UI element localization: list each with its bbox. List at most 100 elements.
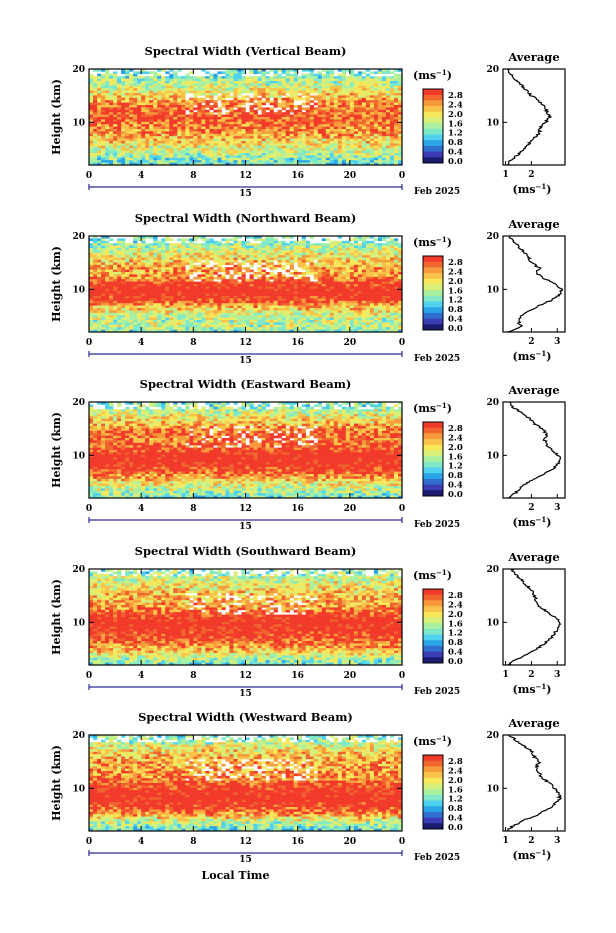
heatmap-cell — [113, 115, 117, 118]
heatmap-cell — [157, 110, 161, 113]
heatmap-cell — [330, 139, 334, 142]
heatmap-cell — [310, 127, 314, 130]
heatmap-cell — [229, 127, 233, 130]
heatmap-cell — [298, 158, 302, 161]
heatmap-cell — [278, 124, 282, 127]
heatmap-cell — [362, 86, 366, 89]
heatmap-cell — [129, 148, 133, 151]
heatmap-cell — [390, 110, 394, 113]
heatmap-cell — [241, 279, 245, 282]
heatmap-cell — [314, 262, 318, 265]
heatmap-cell — [334, 253, 338, 256]
heatmap-cell — [262, 93, 266, 96]
heatmap-cell — [286, 76, 290, 79]
heatmap-cell — [213, 286, 217, 289]
heatmap-cell — [310, 112, 314, 115]
heatmap-cell — [189, 155, 193, 158]
heatmap-cell — [382, 258, 386, 261]
heatmap-cell — [189, 294, 193, 297]
heatmap-cell — [294, 122, 298, 125]
heatmap-cell — [149, 298, 153, 301]
heatmap-cell — [246, 124, 250, 127]
heatmap-cell — [141, 98, 145, 101]
heatmap-cell — [378, 124, 382, 127]
heatmap-cell — [229, 267, 233, 270]
heatmap-cell — [217, 91, 221, 94]
heatmap-cell — [93, 134, 97, 137]
heatmap-cell — [278, 95, 282, 98]
heatmap-cell — [241, 112, 245, 115]
heatmap-cell — [366, 286, 370, 289]
heatmap-cell — [145, 274, 149, 277]
heatmap-cell — [221, 153, 225, 156]
heatmap-cell — [306, 151, 310, 154]
heatmap-cell — [205, 119, 209, 122]
heatmap-cell — [189, 248, 193, 251]
heatmap-cell — [294, 260, 298, 263]
heatmap-cell — [181, 270, 185, 273]
heatmap-cell — [302, 160, 306, 163]
heatmap-cell — [129, 255, 133, 258]
heatmap-cell — [137, 88, 141, 91]
heatmap-cell — [262, 115, 266, 118]
heatmap-cell — [169, 284, 173, 287]
heatmap-cell — [274, 136, 278, 139]
heatmap-cell — [318, 160, 322, 163]
heatmap-cell — [141, 131, 145, 134]
heatmap-cell — [338, 258, 342, 261]
heatmap-cell — [149, 105, 153, 108]
heatmap-cell — [205, 143, 209, 146]
heatmap-cell — [358, 286, 362, 289]
heatmap-cell — [129, 151, 133, 154]
heatmap-cell — [193, 86, 197, 89]
heatmap-cell — [201, 76, 205, 79]
heatmap-cell — [274, 88, 278, 91]
heatmap-cell — [221, 267, 225, 270]
heatmap-cell — [109, 272, 113, 275]
heatmap-cell — [278, 122, 282, 125]
heatmap-cell — [370, 248, 374, 251]
heatmap-cell — [326, 250, 330, 253]
heatmap-cell — [125, 289, 129, 292]
heatmap-cell — [382, 91, 386, 94]
heatmap-cell — [109, 134, 113, 137]
heatmap-cell — [93, 301, 97, 304]
heatmap-cell — [117, 155, 121, 158]
heatmap-cell — [302, 124, 306, 127]
heatmap-cell — [382, 291, 386, 294]
heatmap-cell — [250, 301, 254, 304]
heatmap-cell — [302, 260, 306, 263]
heatmap-cell — [342, 129, 346, 132]
heatmap-cell — [121, 98, 125, 101]
heatmap-cell — [233, 134, 237, 137]
heatmap-cell — [346, 103, 350, 106]
heatmap-cell — [338, 286, 342, 289]
heatmap-cell — [233, 112, 237, 115]
heatmap-cell — [161, 79, 165, 82]
heatmap-cell — [318, 255, 322, 258]
heatmap-cell — [233, 253, 237, 256]
heatmap-cell — [334, 160, 338, 163]
heatmap-cell — [101, 246, 105, 249]
heatmap-cell — [318, 124, 322, 127]
heatmap-cell — [177, 76, 181, 79]
heatmap-cell — [169, 79, 173, 82]
heatmap-cell — [133, 127, 137, 130]
heatmap-cell — [318, 265, 322, 268]
heatmap-cell — [294, 291, 298, 294]
heatmap-cell — [209, 117, 213, 120]
heatmap-cell — [149, 155, 153, 158]
heatmap-cell — [101, 134, 105, 137]
heatmap-cell — [250, 246, 254, 249]
heatmap-cell — [121, 291, 125, 294]
heatmap-cell — [314, 115, 318, 118]
heatmap-cell — [290, 301, 294, 304]
heatmap-cell — [262, 274, 266, 277]
heatmap-cell — [294, 298, 298, 301]
heatmap-cell — [157, 105, 161, 108]
heatmap-cell — [105, 146, 109, 149]
heatmap-cell — [101, 117, 105, 120]
heatmap-cell — [137, 100, 141, 103]
heatmap-cell — [330, 289, 334, 292]
heatmap-cell — [290, 258, 294, 261]
